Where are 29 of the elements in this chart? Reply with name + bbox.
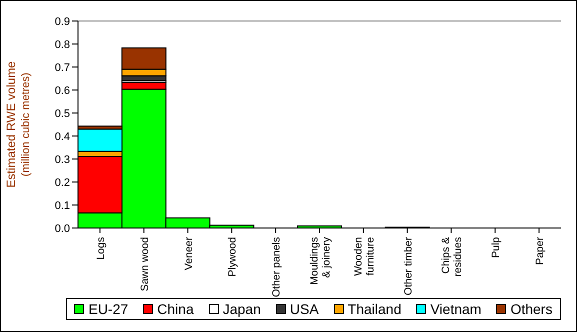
y-tick-label: 0.4 — [54, 130, 70, 143]
x-tick-label: Veneer — [182, 236, 195, 270]
y-tick-label: 0.2 — [54, 176, 70, 189]
y-axis-title: Estimated RWE volume (million cubic metres) — [4, 60, 32, 188]
legend-label: Vietnam — [430, 301, 482, 317]
y-tick-label: 0.5 — [54, 108, 70, 120]
y-tick-label: 0.0 — [54, 222, 70, 235]
x-tick-label: Other panels — [270, 237, 283, 298]
legend-label: Japan — [222, 301, 261, 317]
y-tick-label: 0.1 — [54, 200, 70, 212]
x-tick-label: Logs — [94, 237, 107, 260]
legend-label: Thailand — [348, 301, 402, 317]
x-tick-label: Pulp — [490, 236, 502, 258]
x-tick-label: Paper — [534, 236, 546, 266]
y-tick-label: 0.6 — [54, 84, 70, 97]
y-tick-label: 0.3 — [54, 154, 70, 166]
legend-label: China — [157, 301, 194, 317]
y-tick-label: 0.8 — [54, 38, 70, 51]
x-tick-label: Chips & residues — [440, 237, 464, 277]
x-tick-label: Sawn wood — [138, 236, 151, 292]
x-tick-label: Mouldings & joinery — [308, 236, 332, 285]
legend-label: Others — [510, 301, 552, 317]
x-tick-label: Plywood — [226, 236, 239, 277]
y-tick-label: 0.9 — [54, 16, 70, 28]
legend-label: USA — [290, 301, 319, 317]
y-tick-label: 0.7 — [54, 62, 70, 74]
x-tick-label: Wooden furniture — [352, 236, 376, 276]
x-tick-label: Other timber — [402, 236, 414, 296]
legend-label: EU-27 — [88, 301, 128, 317]
